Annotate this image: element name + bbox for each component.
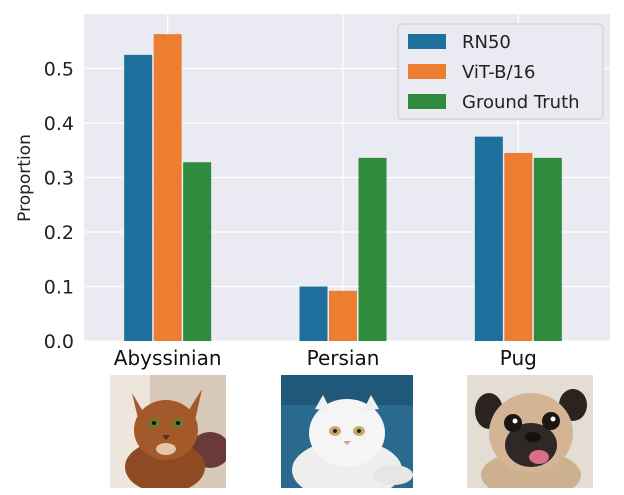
y-axis-label: Proportion [15, 134, 35, 222]
y-tick-labels: 0.0 0.1 0.2 0.3 0.4 0.5 [44, 59, 74, 354]
x-tick-label: Pug [500, 346, 537, 370]
bar-vit-b-16-abyssinian [153, 34, 182, 341]
y-tick-label: 0.3 [44, 168, 74, 190]
pug-dog-photo [467, 375, 593, 488]
y-tick-label: 0.4 [44, 113, 74, 135]
x-tick-label: Persian [307, 346, 380, 370]
legend-swatch [408, 94, 446, 109]
y-tick-label: 0.5 [44, 59, 74, 81]
bar-ground-truth-persian [358, 157, 387, 341]
legend: RN50 ViT-B/16 Ground Truth [397, 23, 604, 120]
legend-swatch [408, 64, 446, 79]
bars [124, 34, 562, 341]
bar-rn50-abyssinian [124, 54, 153, 341]
legend-label: Ground Truth [462, 92, 580, 113]
bar-rn50-pug [474, 136, 503, 341]
legend-label: RN50 [462, 32, 511, 53]
x-tick-label: Abyssinian [114, 346, 222, 370]
y-tick-label: 0.2 [44, 222, 74, 244]
bar-ground-truth-pug [533, 157, 562, 341]
y-tick-label: 0.1 [44, 277, 74, 299]
x-tick-labels: Abyssinian Persian Pug [114, 346, 537, 370]
legend-label: ViT-B/16 [462, 62, 535, 83]
y-tick-label: 0.0 [44, 331, 74, 353]
bar-vit-b-16-persian [329, 290, 357, 341]
bar-rn50-persian [299, 286, 328, 341]
bar-vit-b-16-pug [504, 152, 533, 341]
abyssinian-cat-photo [110, 375, 226, 488]
legend-box [397, 23, 604, 120]
legend-swatch [408, 34, 446, 49]
persian-cat-photo [281, 375, 413, 488]
bar-ground-truth-abyssinian [183, 162, 212, 341]
